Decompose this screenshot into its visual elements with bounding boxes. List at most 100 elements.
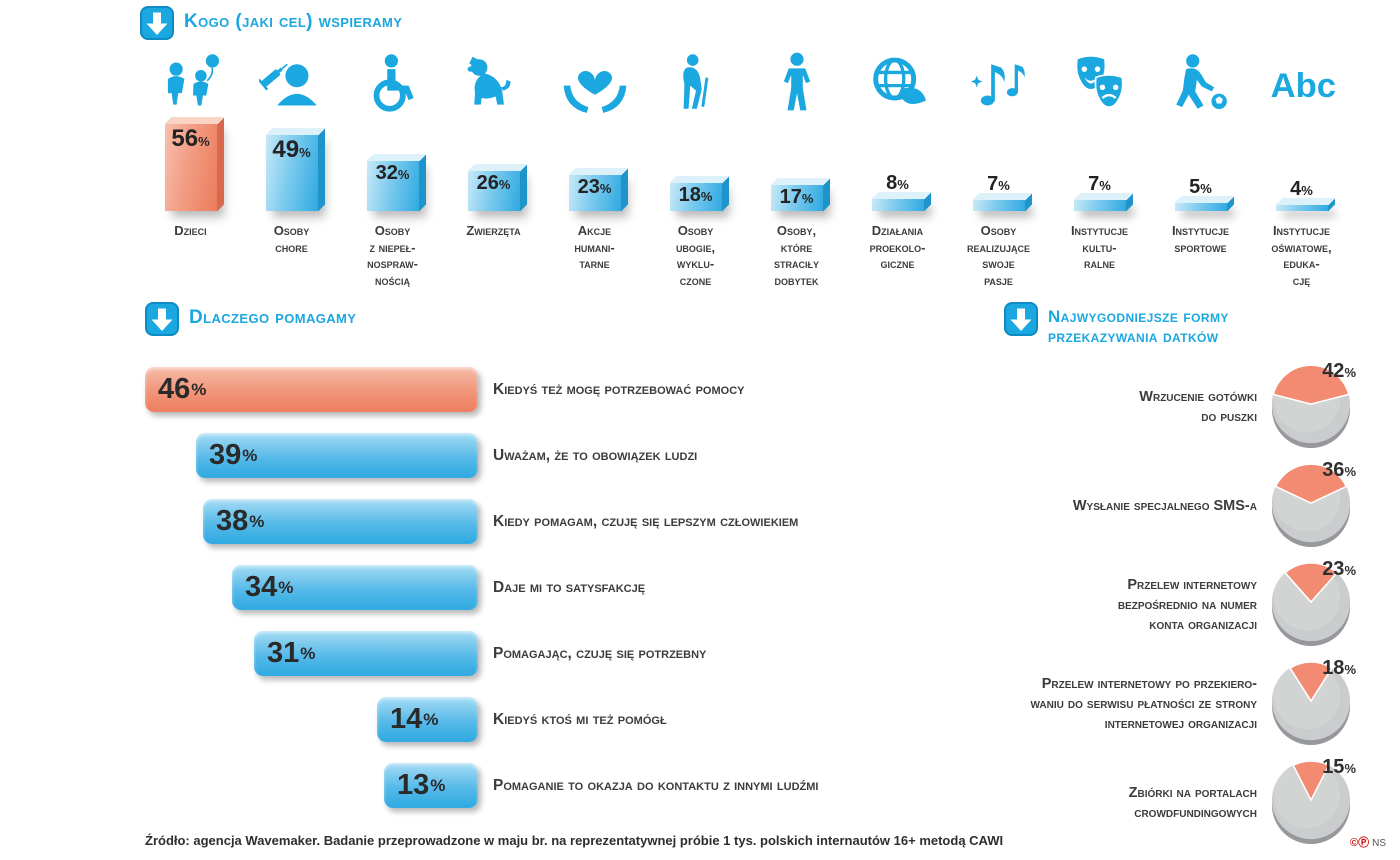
reason-bar-wrap: 14% xyxy=(145,697,478,742)
bar-value-group: 4% xyxy=(1290,178,1313,201)
reason-bar: 31% xyxy=(254,631,478,676)
support-label: Działania proekolo- giczne xyxy=(869,223,926,272)
support-column: 56% Dzieci xyxy=(140,47,241,290)
pie-value: 42 xyxy=(1322,360,1345,383)
bar-3d: 17% xyxy=(770,185,823,211)
bar-3d: 32% xyxy=(366,161,419,211)
support-column: 5% Instytucje sportowe xyxy=(1150,47,1251,290)
pie-value-group: 15% xyxy=(1322,756,1356,779)
reason-label: Pomaganie to okazja do kontaktu z innymi… xyxy=(493,776,819,794)
pie-svg xyxy=(1271,661,1351,746)
bar-3d: 23% xyxy=(568,175,621,211)
copyright-icon: ©Ⓟ xyxy=(1349,837,1370,849)
bar-value: 7 xyxy=(987,173,999,195)
reason-row: 39% Uważam, że to obowiązek ludzi xyxy=(145,433,995,478)
pie-svg xyxy=(1271,562,1351,647)
pie-value: 23 xyxy=(1322,558,1345,581)
down-arrow-icon xyxy=(140,6,174,45)
reason-bar: 46% xyxy=(145,367,478,412)
support-column: 26% Zwierzęta xyxy=(443,47,544,290)
pie-chart: 18% xyxy=(1270,657,1356,748)
bar-zone: 7% xyxy=(948,117,1049,211)
bar-3d xyxy=(1275,205,1328,211)
support-column: Abc 4% Instytucje oświatowe, eduka- cję xyxy=(1251,47,1352,290)
bar-value-group: 8% xyxy=(886,172,909,195)
reason-bar: 13% xyxy=(384,763,478,808)
support-label: Instytucje sportowe xyxy=(1171,223,1230,255)
wheelchair-icon xyxy=(360,47,426,117)
bar-value: 4 xyxy=(1290,178,1302,200)
reason-value: 46 xyxy=(158,373,191,405)
reason-label: Kiedy pomagam, czuję się lepszym człowie… xyxy=(493,512,799,530)
bar-zone: 5% xyxy=(1150,117,1251,211)
bar-3d: 26% xyxy=(467,171,520,211)
reason-bar-wrap: 46% xyxy=(145,367,478,412)
percent-sign: % xyxy=(1099,178,1111,193)
reasons-section: Dlaczego pomagamy 46% Kiedyś też mogę pot… xyxy=(145,302,995,829)
bar-value: 26 xyxy=(476,172,499,194)
percent-sign: % xyxy=(1200,181,1212,196)
reason-bar: 14% xyxy=(377,697,478,742)
support-column: 7% Instytucje kultu- ralne xyxy=(1049,47,1150,290)
reason-label: Kiedyś ktoś mi też pomógł xyxy=(493,710,667,728)
music-notes-icon xyxy=(966,47,1032,117)
reason-bar: 38% xyxy=(203,499,478,544)
donation-row: Wysłanie specjalnego SMS-a 36% xyxy=(952,459,1356,550)
support-column: 49% Osoby chore xyxy=(241,47,342,290)
bar-zone: 32% xyxy=(342,117,443,211)
bar-zone: 23% xyxy=(544,117,645,211)
percent-sign: % xyxy=(299,145,311,160)
elderly-person-icon xyxy=(663,47,729,117)
percent-sign: % xyxy=(191,379,207,399)
percent-sign: % xyxy=(1344,761,1356,777)
donation-label: Wysłanie specjalnego SMS-a xyxy=(1072,497,1257,514)
reason-bar-wrap: 31% xyxy=(145,631,478,676)
donation-rows: Wrzucenie gotówki do puszki 42% Wysłanie s… xyxy=(952,360,1356,847)
reason-value: 38 xyxy=(216,505,249,537)
dog-icon xyxy=(461,47,527,117)
support-label: Osoby ubogie, wyklu- czone xyxy=(675,223,716,288)
reason-label: Uważam, że to obowiązek ludzi xyxy=(493,446,698,464)
donation-row: Zbiórki na portalach crowdfundingowych 15… xyxy=(952,756,1356,847)
donation-label: Przelew internetowy bezpośrednio na nume… xyxy=(1117,576,1257,634)
support-column: 23% Akcje humani- tarne xyxy=(544,47,645,290)
bar-3d: 56% xyxy=(164,124,217,211)
reason-bar: 34% xyxy=(232,565,478,610)
reason-bar-wrap: 38% xyxy=(145,499,478,544)
pie-value: 36 xyxy=(1322,459,1345,482)
donation-label: Wrzucenie gotówki do puszki xyxy=(1139,388,1257,426)
bar-zone: 49% xyxy=(241,117,342,211)
child-football-icon xyxy=(1168,47,1234,117)
reason-value: 31 xyxy=(267,637,300,669)
support-title: Kogo (jaki cel) wspieramy xyxy=(184,11,403,32)
bar-zone: 4% xyxy=(1251,117,1352,211)
bar-value: 7 xyxy=(1088,173,1100,195)
pie-value-group: 18% xyxy=(1322,657,1356,680)
support-column: 18% Osoby ubogie, wyklu- czone xyxy=(645,47,746,290)
source-note: Źródło: agencja Wavemaker. Badanie przep… xyxy=(145,833,1004,848)
support-label: Zwierzęta xyxy=(466,223,521,238)
bar-value-group: 7% xyxy=(1088,173,1111,196)
bar-zone: 7% xyxy=(1049,117,1150,211)
percent-sign: % xyxy=(278,577,294,597)
bar-3d xyxy=(871,199,924,211)
hands-holding-heart-icon xyxy=(562,47,628,117)
pie-chart: 42% xyxy=(1270,360,1356,451)
bar-value: 23 xyxy=(577,176,600,198)
support-column: 17% Osoby, które straciły dobytek xyxy=(746,47,847,290)
reason-row: 31% Pomagając, czuję się potrzebny xyxy=(145,631,995,676)
bar-3d xyxy=(1073,200,1126,211)
bar-value-group: 56% xyxy=(165,125,217,153)
support-label: Instytucje oświatowe, eduka- cję xyxy=(1271,223,1332,288)
down-arrow-icon xyxy=(145,302,179,341)
percent-sign: % xyxy=(242,445,258,465)
bar-value-group: 17% xyxy=(771,186,823,209)
copyright-marks: ©Ⓟ NS xyxy=(1350,834,1386,850)
percent-sign: % xyxy=(300,643,316,663)
bar-zone: 8% xyxy=(847,117,948,211)
donations-section-header: Najwygodniejsze formy przekazywania datk… xyxy=(1004,302,1352,347)
reasons-title: Dlaczego pomagamy xyxy=(189,307,357,328)
reason-row: 38% Kiedy pomagam, czuję się lepszym czło… xyxy=(145,499,995,544)
support-label: Osoby chore xyxy=(273,223,310,255)
pie-value-group: 42% xyxy=(1322,360,1356,383)
